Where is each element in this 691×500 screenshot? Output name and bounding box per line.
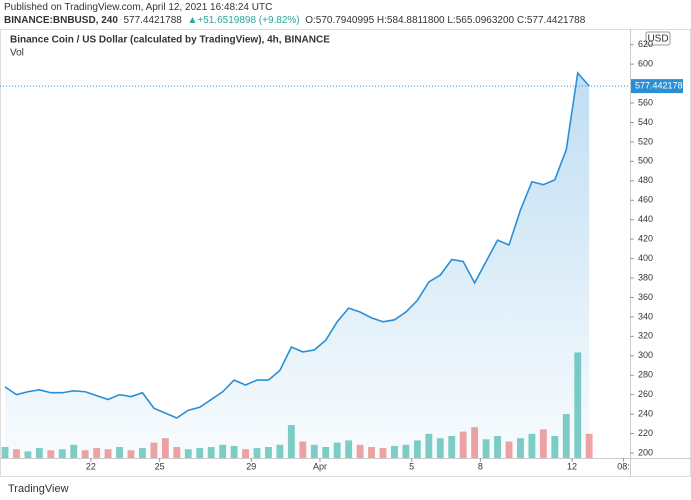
x-tick-label: Apr (313, 461, 327, 471)
y-tick-label: 620 (638, 39, 653, 49)
y-tick-label: 460 (638, 195, 653, 205)
header-row: BINANCE:BNBUSD, 240 577.4421788 ▲+51.651… (4, 15, 585, 26)
y-tick-label: 300 (638, 350, 653, 360)
y-tick-label: 560 (638, 97, 653, 107)
x-tick-label: 29 (246, 461, 256, 471)
change: ▲+51.6519898 (+9.82%) (187, 15, 300, 26)
area-fill (5, 72, 590, 459)
y-tick-label: 360 (638, 292, 653, 302)
x-tick-label: 5 (409, 461, 414, 471)
y-tick-label: 260 (638, 389, 653, 399)
x-tick-label: 08: (617, 461, 630, 471)
price-line (4, 71, 590, 419)
x-tick-label: 25 (155, 461, 165, 471)
x-tick-label: 8 (478, 461, 483, 471)
y-tick-label: 380 (638, 272, 653, 282)
y-tick-label: 440 (638, 214, 653, 224)
last-price-box (631, 79, 683, 94)
y-tick-label: 540 (638, 117, 653, 127)
last: 577.4421788 (123, 15, 182, 26)
legend: Binance Coin / US Dollar (calculated by … (10, 35, 330, 46)
y-tick-label: 320 (638, 331, 653, 341)
x-tick-label: 12 (567, 461, 577, 471)
y-tick-label: 480 (638, 175, 653, 185)
currency-box (645, 31, 671, 46)
y-tick-label: 400 (638, 253, 653, 263)
y-tick-label: 600 (638, 59, 653, 69)
y-tick-label: 420 (638, 234, 653, 244)
y-tick-label: 240 (638, 408, 653, 418)
published: Published on TradingView.com, April 12, … (4, 2, 273, 13)
y-tick-label: 520 (638, 136, 653, 146)
y-tick-label: 280 (638, 370, 653, 380)
symbol: BINANCE:BNBUSD, 240 (4, 15, 118, 26)
last-price-label: 577.4421788 (635, 80, 688, 90)
logo: TradingView (8, 483, 69, 495)
volume-bar (585, 433, 593, 458)
currency: USD (647, 34, 668, 45)
y-tick-label: 500 (638, 156, 653, 166)
y-tick-label: 340 (638, 311, 653, 321)
volume-label: Vol (10, 48, 24, 59)
x-tick-label: 22 (86, 461, 96, 471)
y-tick-label: 200 (638, 447, 653, 457)
ohlc: O:570.7940995 H:584.8811800 L:565.096320… (305, 15, 586, 26)
y-tick-label: 220 (638, 428, 653, 438)
